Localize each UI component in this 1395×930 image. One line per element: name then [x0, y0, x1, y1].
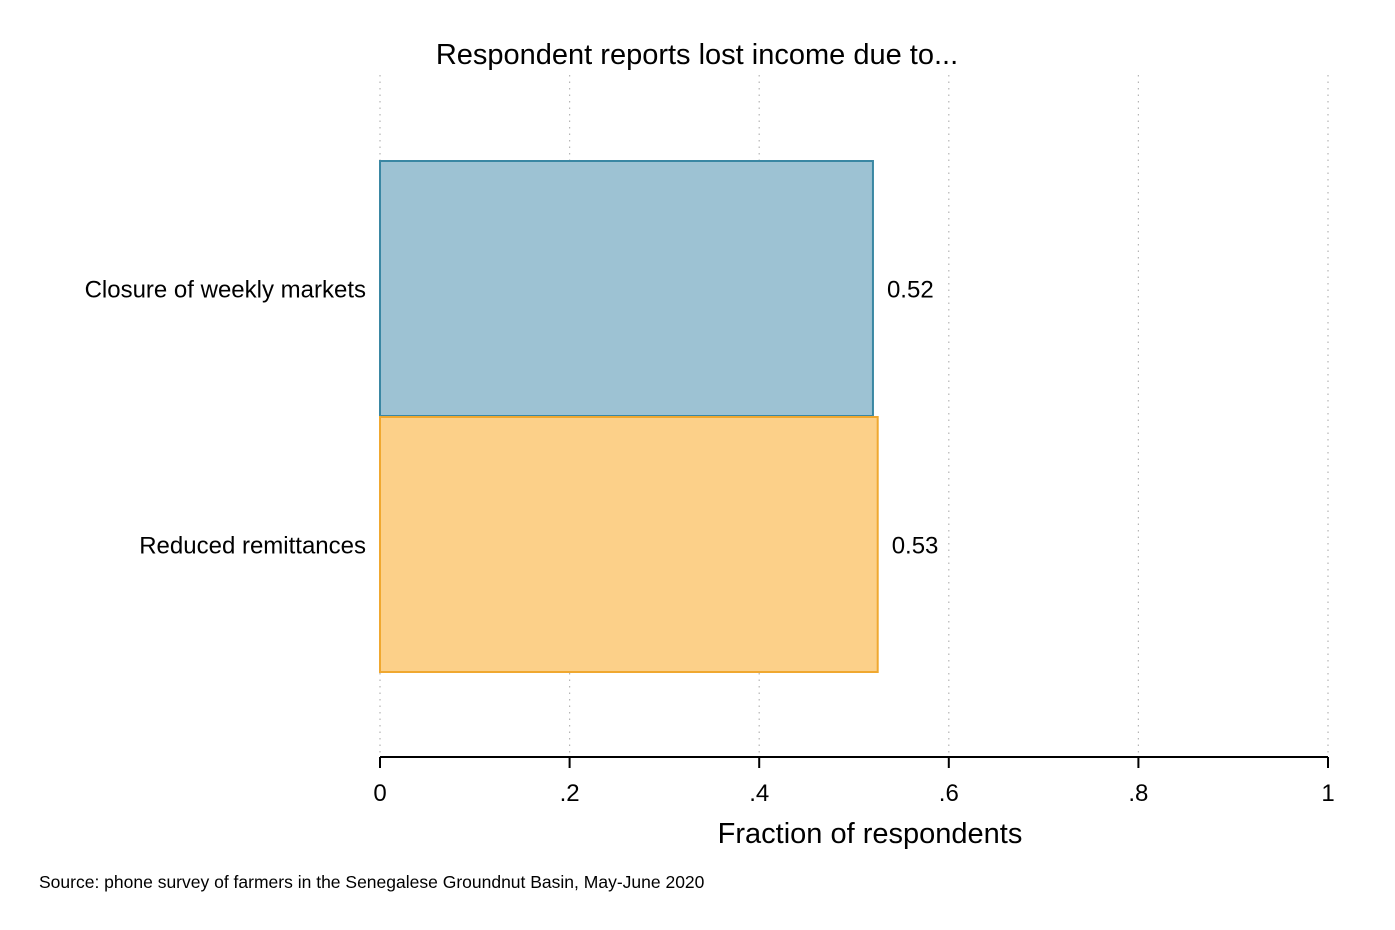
- value-labels: 0.52 0.53: [887, 277, 938, 560]
- x-axis-label: Fraction of respondents: [718, 818, 1023, 850]
- category-label-1: Closure of weekly markets: [85, 277, 366, 304]
- source-note: Source: phone survey of farmers in the S…: [39, 872, 705, 892]
- bars: [379, 160, 879, 673]
- x-tick-label-1: .2: [560, 780, 580, 807]
- category-label-2: Reduced remittances: [139, 533, 366, 560]
- tick-labels: 0 .2 .4 .6 .8 1: [373, 780, 1334, 807]
- x-tick-label-4: .8: [1128, 780, 1148, 807]
- x-tick-label-5: 1: [1321, 780, 1334, 807]
- x-tick-label-0: 0: [373, 780, 386, 807]
- bar-2: [379, 416, 879, 673]
- chart-title: Respondent reports lost income due to...: [436, 39, 958, 71]
- category-labels: Closure of weekly markets Reduced remitta…: [85, 277, 366, 560]
- bar-1: [379, 160, 874, 417]
- value-label-2: 0.53: [892, 533, 939, 560]
- x-tick-label-2: .4: [749, 780, 769, 807]
- x-axis: [379, 756, 1329, 768]
- x-tick-label-3: .6: [939, 780, 959, 807]
- value-label-1: 0.52: [887, 277, 934, 304]
